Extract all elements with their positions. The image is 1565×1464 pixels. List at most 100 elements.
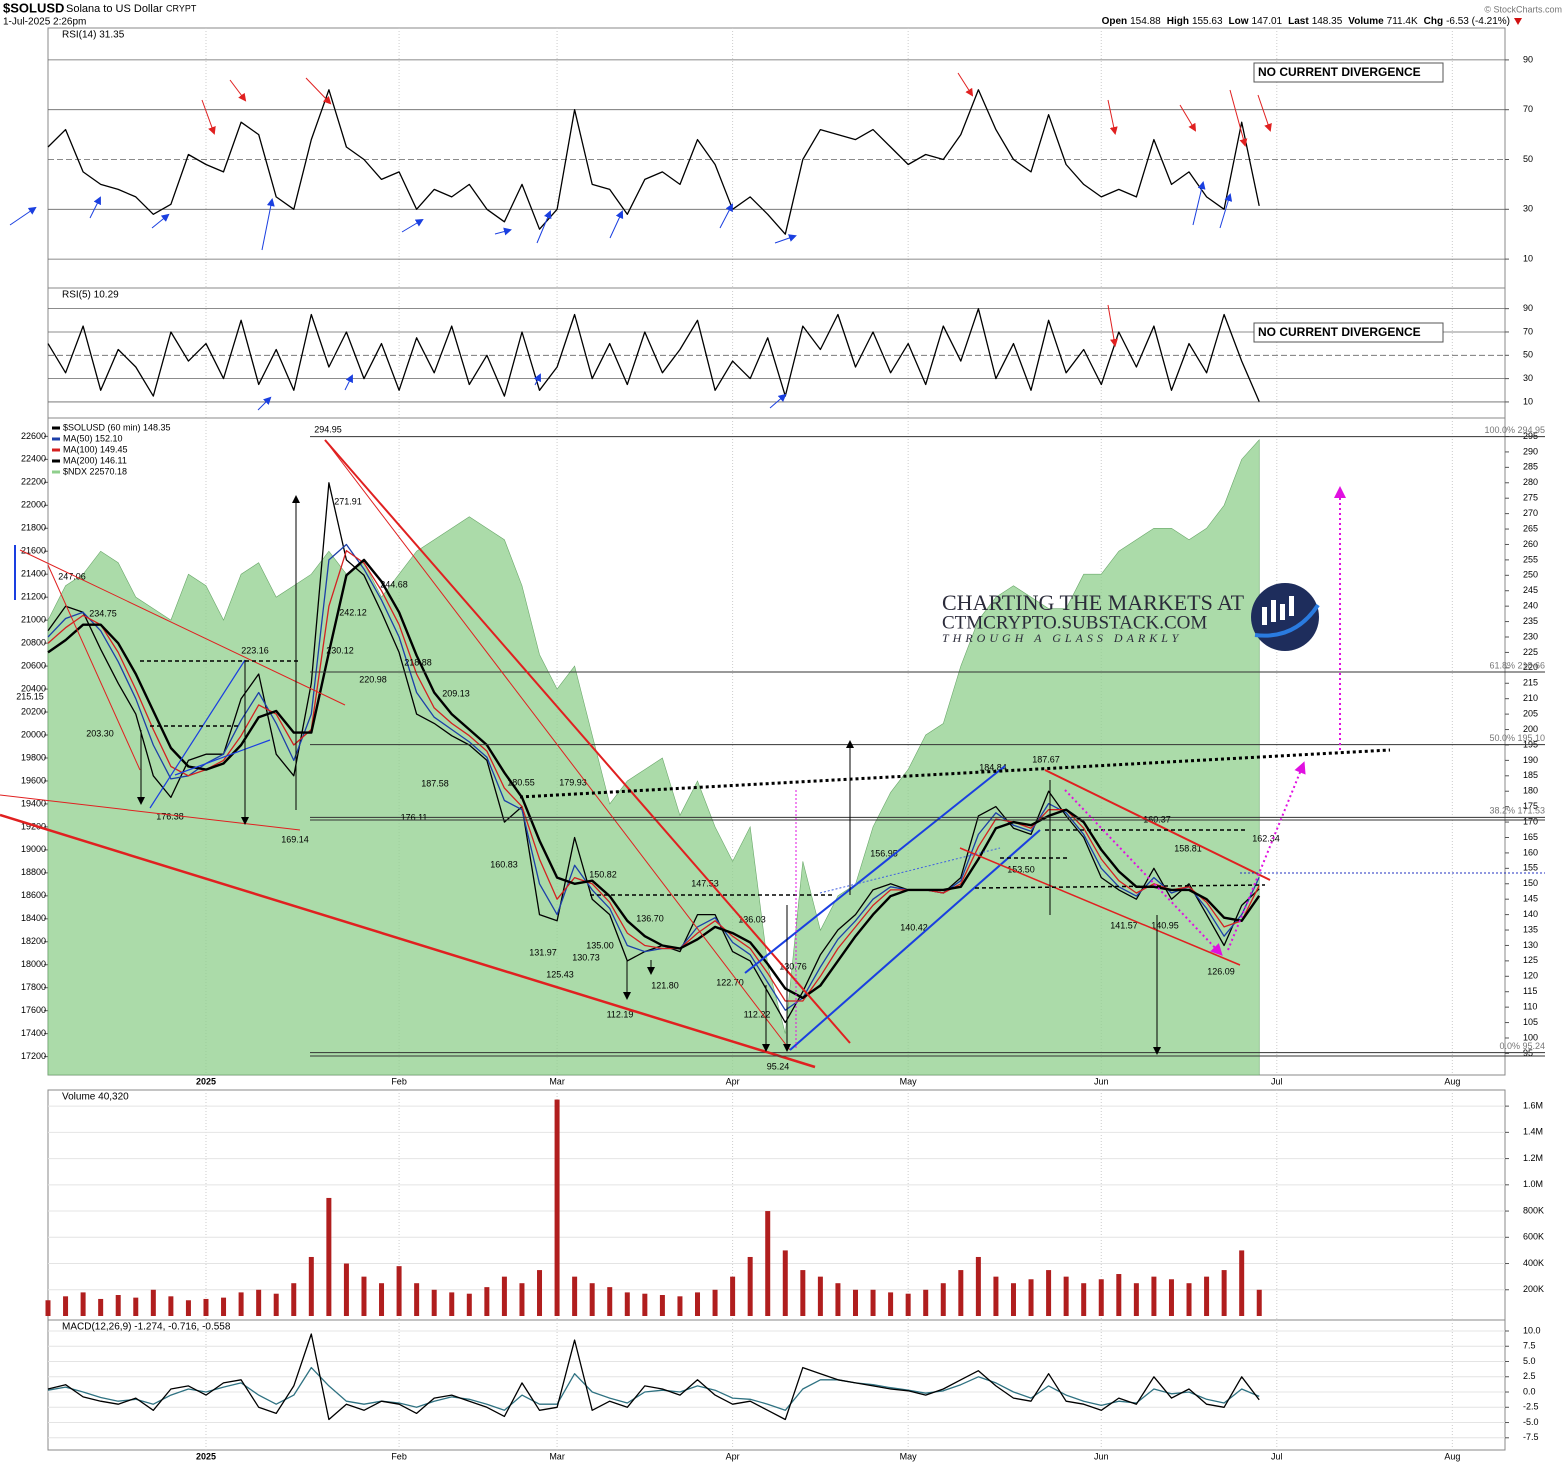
- y-tick-label: 400K: [1523, 1258, 1544, 1268]
- bar: [1133, 1283, 1139, 1316]
- y-tick-label: 10.0: [1523, 1325, 1541, 1335]
- y-tick-label: -7.5: [1523, 1432, 1539, 1442]
- price-label: 184.84: [979, 762, 1007, 772]
- price-label: 140.95: [1151, 920, 1179, 930]
- y-tick-label: 135: [1523, 924, 1538, 934]
- quote-label: Volume: [1348, 16, 1384, 27]
- y-tick-label: 10: [1523, 253, 1533, 263]
- x-tick-label: 2025: [196, 1076, 216, 1086]
- y2-tick-label: 19000: [21, 844, 46, 854]
- y-tick-label: 1.2M: [1523, 1153, 1543, 1163]
- y-tick-label: 220: [1523, 662, 1538, 672]
- arrow: [261, 198, 275, 251]
- y-tick-label: 155: [1523, 863, 1538, 873]
- y-tick-label: 50: [1523, 154, 1533, 164]
- bar: [765, 1211, 771, 1316]
- bar: [747, 1256, 753, 1316]
- bar: [203, 1298, 209, 1316]
- y-tick-label: 50: [1523, 350, 1533, 360]
- bar: [1239, 1250, 1245, 1316]
- legend-label: MA(200) 146.11: [63, 455, 127, 465]
- trendline: [19, 549, 346, 706]
- bar: [870, 1289, 876, 1316]
- bar: [1028, 1279, 1034, 1316]
- change-indicator: [1514, 18, 1522, 25]
- x-tick-label: Feb: [391, 1076, 407, 1086]
- x-tick-label: Jun: [1094, 1076, 1109, 1086]
- bar: [115, 1295, 121, 1316]
- y-tick-label: 255: [1523, 554, 1538, 564]
- trendline: [149, 659, 246, 809]
- price-label: 126.09: [1207, 966, 1235, 976]
- bar: [343, 1263, 349, 1316]
- price-label: 244.68: [380, 579, 408, 589]
- bar: [238, 1292, 244, 1316]
- trendline: [174, 739, 271, 776]
- y-tick-label: 30: [1523, 204, 1533, 214]
- price-label: 242.12: [339, 607, 367, 617]
- bar: [168, 1296, 174, 1316]
- y2-tick-label: 18000: [21, 959, 46, 969]
- y2-tick-label: 18600: [21, 890, 46, 900]
- bar: [396, 1266, 402, 1316]
- y2-tick-label: 21400: [21, 569, 46, 579]
- arrow: [609, 210, 624, 239]
- trendline: [519, 748, 1391, 799]
- y2-tick-label: 20200: [21, 706, 46, 716]
- logo: [1251, 583, 1320, 651]
- price-label: 112.22: [744, 1009, 771, 1019]
- y-tick-label: 5.0: [1523, 1356, 1536, 1366]
- price-label: 95.24: [767, 1061, 790, 1071]
- y-tick-label: 190: [1523, 755, 1538, 765]
- y-tick-label: 30: [1523, 373, 1533, 383]
- y-tick-label: 150: [1523, 878, 1538, 888]
- trendline: [789, 829, 1041, 1051]
- price-label: 158.81: [1174, 843, 1202, 853]
- price-label: 218.88: [404, 657, 432, 667]
- instrument-name: Solana to US Dollar: [66, 3, 163, 15]
- price-label: 234.75: [89, 608, 117, 618]
- bar: [185, 1300, 191, 1316]
- bar: [572, 1276, 578, 1316]
- price-label: 140.42: [900, 922, 928, 932]
- price-label: 130.76: [779, 961, 807, 971]
- arrow: [151, 213, 170, 229]
- bar: [1046, 1270, 1052, 1316]
- y2-tick-label: 22200: [21, 477, 46, 487]
- bar: [993, 1276, 999, 1316]
- fib-label: 0.0% 95.24: [1499, 1041, 1545, 1051]
- y-tick-label: -5.0: [1523, 1417, 1539, 1427]
- price-label: 187.58: [421, 778, 449, 788]
- y2-tick-label: 21600: [21, 546, 46, 556]
- y-tick-label: 275: [1523, 493, 1538, 503]
- x-tick-label: Mar: [549, 1076, 565, 1086]
- x-tick-label: Jul: [1271, 1451, 1283, 1461]
- x-tick-label: May: [900, 1076, 918, 1086]
- y-tick-label: 70: [1523, 326, 1533, 336]
- arrow: [1227, 761, 1306, 951]
- y-tick-label: 175: [1523, 801, 1538, 811]
- bar: [607, 1287, 613, 1316]
- fib-label: 100.0% 294.95: [1484, 425, 1545, 435]
- price-label: 135.00: [586, 940, 614, 950]
- bar: [1098, 1279, 1104, 1316]
- price-label: 147.53: [691, 878, 719, 888]
- y-tick-label: 7.5: [1523, 1341, 1536, 1351]
- y2-tick-label: 19600: [21, 775, 46, 785]
- bar: [1256, 1289, 1262, 1316]
- line: [47, 558, 1261, 1000]
- y-tick-label: 265: [1523, 523, 1538, 533]
- bar: [589, 1283, 595, 1316]
- bar: [1221, 1270, 1227, 1316]
- price-label: 130.73: [572, 952, 600, 962]
- y-tick-label: 260: [1523, 539, 1538, 549]
- arrow: [719, 203, 733, 229]
- fib-label: 61.8% 218.66: [1489, 660, 1545, 670]
- y-tick-label: 1.0M: [1523, 1179, 1543, 1189]
- line: [47, 89, 1260, 235]
- y-tick-label: 0.0: [1523, 1386, 1536, 1396]
- price-label: 271.91: [334, 496, 362, 506]
- arrow: [957, 72, 974, 97]
- trendline: [47, 564, 141, 771]
